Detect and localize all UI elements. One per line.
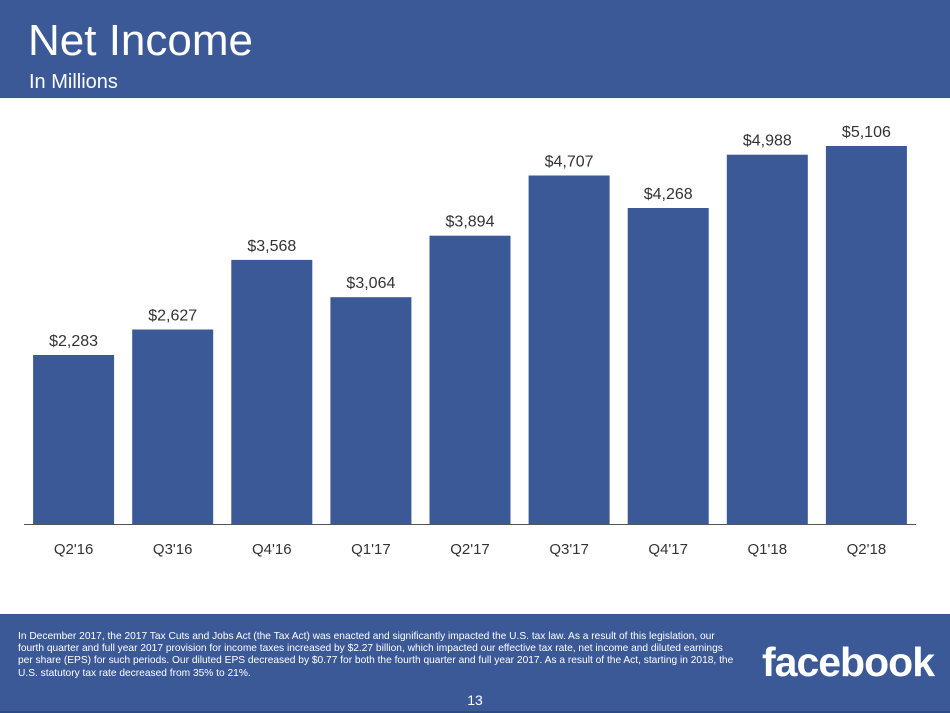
facebook-logo: facebook	[762, 639, 935, 685]
x-tick-label-5: Q3'17	[549, 541, 589, 558]
x-tick-label-4: Q2'17	[450, 541, 490, 558]
bar-7	[726, 154, 808, 524]
bar-4	[429, 235, 511, 524]
data-label-7: $4,988	[743, 133, 792, 150]
x-tick-label-8: Q2'18	[847, 541, 887, 558]
x-tick-label-6: Q4'17	[648, 541, 688, 558]
page-title: Net Income	[28, 16, 253, 65]
slide-footer: In December 2017, the 2017 Tax Cuts and …	[0, 614, 950, 713]
bar-2	[231, 259, 313, 524]
x-tick-label-2: Q4'16	[252, 541, 292, 558]
data-label-6: $4,268	[644, 186, 693, 203]
bar-3	[330, 297, 412, 524]
x-tick-label-7: Q1'18	[748, 541, 788, 558]
data-label-2: $3,568	[247, 238, 296, 255]
bar-8	[825, 146, 907, 524]
page-number: 13	[467, 692, 483, 708]
data-label-4: $3,894	[446, 214, 495, 231]
page-subtitle: In Millions	[29, 71, 118, 93]
slide-header: Net Income In Millions	[0, 0, 950, 98]
bar-5	[528, 175, 610, 524]
data-label-8: $5,106	[842, 124, 891, 141]
data-label-1: $2,627	[148, 308, 197, 325]
x-tick-label-1: Q3'16	[153, 541, 193, 558]
data-label-5: $4,707	[545, 154, 594, 171]
bar-0	[33, 355, 115, 524]
bottom-rule	[0, 711, 950, 713]
x-tick-label-3: Q1'17	[351, 541, 391, 558]
bar-6	[627, 208, 709, 524]
net-income-bar-chart: $2,283 Q2'16 $2,627 Q3'16 $3,568 Q4'16 $3,064 Q…	[24, 124, 916, 558]
data-label-0: $2,283	[49, 333, 98, 350]
bar-1	[132, 329, 214, 524]
data-label-3: $3,064	[346, 275, 395, 292]
tax-act-footnote: In December 2017, the 2017 Tax Cuts and …	[18, 631, 734, 679]
x-tick-label-0: Q2'16	[54, 541, 94, 558]
